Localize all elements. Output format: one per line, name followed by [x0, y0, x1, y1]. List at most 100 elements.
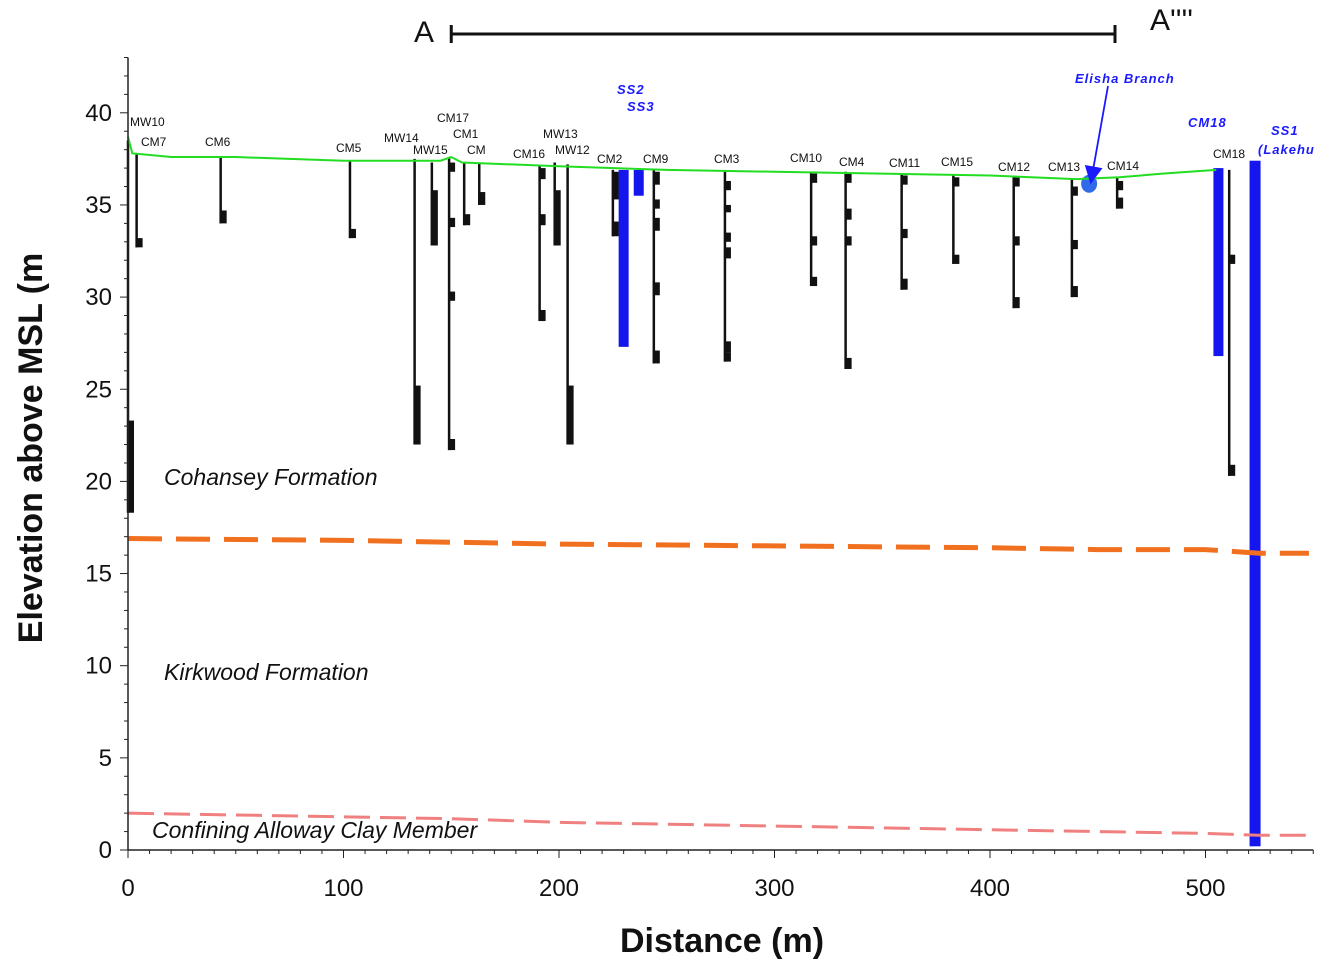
- well-screen: [448, 439, 456, 451]
- well-screen: [413, 385, 421, 445]
- x-tick-label: 100: [323, 875, 363, 902]
- well-screen: [844, 173, 852, 183]
- section-start-label: A: [414, 16, 434, 49]
- well-screen: [463, 214, 471, 226]
- well-screen: [810, 236, 818, 246]
- well-screen: [611, 171, 619, 200]
- well-label: CM4: [839, 155, 865, 169]
- well-label: CM10: [790, 151, 822, 165]
- well-screen: [952, 177, 960, 187]
- formation-label: Kirkwood Formation: [164, 659, 369, 685]
- blue-well: [1213, 168, 1224, 357]
- well-screen: [810, 276, 818, 287]
- well-screen: [430, 190, 438, 246]
- well-label: CM9: [643, 152, 669, 166]
- blue-well-label: SS1: [1271, 123, 1299, 138]
- blue-well: [633, 169, 644, 196]
- well-screen: [723, 204, 731, 213]
- x-tick-label: 500: [1185, 875, 1225, 902]
- well-screen: [1116, 197, 1124, 209]
- x-tick-label: 300: [754, 875, 794, 902]
- section-end-label: A'''': [1150, 4, 1193, 37]
- well-screen: [1070, 239, 1078, 250]
- well-screen: [566, 385, 574, 445]
- well-label: CM15: [941, 155, 973, 169]
- well-screen: [448, 162, 456, 172]
- blue-well-label: SS3: [627, 99, 655, 114]
- blue-well: [618, 169, 629, 347]
- well-screen: [810, 173, 818, 183]
- well-label: CM3: [714, 152, 740, 166]
- well-screen: [1116, 180, 1124, 191]
- y-tick-label: 15: [85, 561, 112, 588]
- well-screen: [844, 208, 852, 220]
- well-screen: [723, 180, 731, 191]
- y-tick-label: 5: [99, 745, 112, 772]
- well-screen: [652, 171, 660, 185]
- y-tick-label: 40: [85, 100, 112, 127]
- well-screen: [652, 350, 660, 364]
- x-tick-label: 0: [121, 875, 134, 902]
- well-screen: [723, 247, 731, 259]
- well-label: CM6: [205, 135, 231, 149]
- y-tick-label: 10: [85, 653, 112, 680]
- well-screen: [348, 228, 356, 239]
- well-screen: [219, 210, 227, 224]
- well-screen: [1228, 254, 1236, 264]
- well-screen: [652, 199, 660, 209]
- well-screen: [1012, 177, 1020, 187]
- annotation-arrow: [1084, 85, 1109, 185]
- well-label: MW14: [384, 131, 419, 145]
- x-tick-label: 200: [539, 875, 579, 902]
- well-label: MW15: [413, 143, 448, 157]
- well-label: CM7: [141, 135, 167, 149]
- well-screen: [448, 217, 456, 228]
- well-screen: [538, 168, 546, 180]
- well-screen: [900, 278, 908, 290]
- well-screen: [1070, 186, 1078, 196]
- y-tick-label: 0: [99, 837, 112, 864]
- well-screen: [127, 420, 134, 513]
- well-screen: [611, 221, 619, 237]
- well-label: CM13: [1048, 160, 1080, 174]
- blue-well-label: (Lakehu: [1258, 142, 1315, 157]
- y-tick-label: 35: [85, 192, 112, 219]
- well-label: CM17: [437, 111, 469, 125]
- well-screen: [538, 310, 546, 322]
- blue-well: [1249, 160, 1261, 847]
- well-label: MW10: [130, 115, 165, 129]
- x-axis-title: Distance (m): [620, 922, 824, 960]
- well-label: CM2: [597, 152, 623, 166]
- blue-well-label: SS2: [617, 82, 645, 97]
- well-screen: [553, 190, 561, 246]
- blue-well-label: CM18: [1188, 115, 1227, 130]
- well-screen: [723, 341, 731, 353]
- well-screen: [723, 352, 731, 362]
- well-screen: [1012, 236, 1020, 246]
- blue-wells-layer: [618, 160, 1261, 847]
- well-label: CM16: [513, 147, 545, 161]
- wells-layer: [126, 140, 1236, 513]
- well-screen: [900, 228, 908, 239]
- well-screen: [900, 175, 908, 185]
- formation-label: Confining Alloway Clay Member: [152, 817, 478, 843]
- well-label: CM18: [1213, 147, 1245, 161]
- y-tick-label: 20: [85, 468, 112, 495]
- y-tick-label: 25: [85, 376, 112, 403]
- well-label: CM14: [1107, 159, 1139, 173]
- well-screen: [478, 192, 486, 205]
- y-tick-label: 30: [85, 284, 112, 311]
- well-screen: [723, 232, 731, 242]
- well-label: MW13: [543, 127, 578, 141]
- well-label: CM5: [336, 141, 362, 155]
- well-screen: [1070, 286, 1078, 298]
- well-screen: [844, 236, 852, 246]
- well-screen: [538, 214, 546, 226]
- well-screen: [135, 238, 143, 248]
- well-label: CM12: [998, 160, 1030, 174]
- well-label: CM: [467, 143, 486, 157]
- well-screen: [652, 282, 660, 296]
